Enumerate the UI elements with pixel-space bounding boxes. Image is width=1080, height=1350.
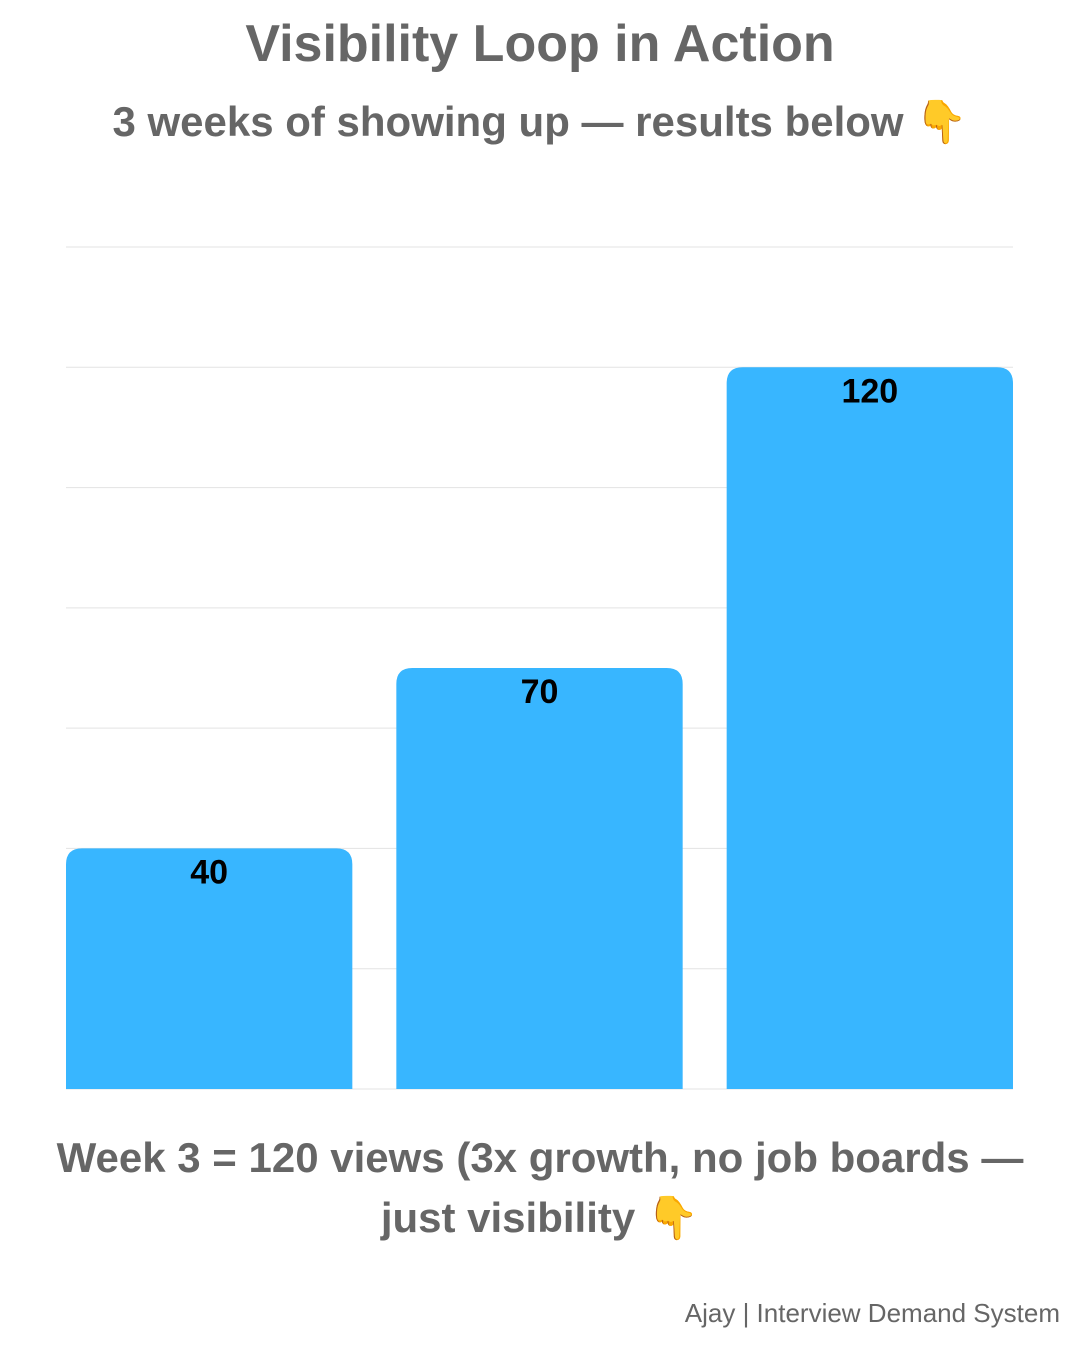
annotation: Week 3 = 120 views (3x growth, no job bo… [56, 1134, 1024, 1241]
bar [66, 848, 353, 1089]
footer: Ajay | Interview Demand System [684, 1298, 1060, 1328]
bar [726, 367, 1013, 1089]
data-label: 70 [521, 673, 559, 711]
data-label: 40 [190, 853, 228, 891]
chart-title: Visibility Loop in Action [245, 15, 835, 73]
data-label: 120 [841, 372, 898, 410]
bar [396, 668, 683, 1089]
chart-subtitle: 3 weeks of showing up — results below 👇 [112, 98, 968, 145]
